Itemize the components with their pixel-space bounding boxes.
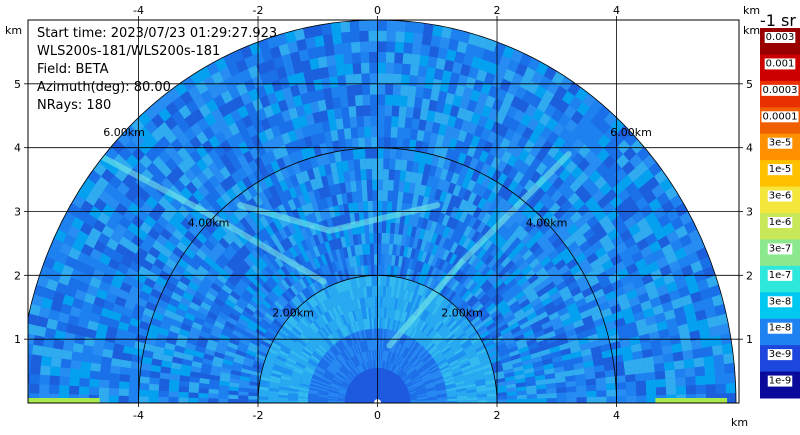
colorbar-tick-label: 1e-7 (769, 270, 792, 281)
axis-unit-label: km (731, 416, 748, 429)
range-ring (257, 275, 498, 403)
y-tick-label-left: 3 (14, 206, 21, 219)
range-ring-label: 6.00km (610, 126, 652, 139)
colorbar-tick-label: 1e-9 (769, 376, 792, 387)
start-time-label: Start time: 2023/07/23 01:29:27.923 (37, 26, 278, 41)
axis-unit-label: km (743, 24, 760, 37)
axes: -4 -4 -2 -2 0 0 2 2 4 4 1 1 2 2 3 3 4 4 5 5 km km km km (5, 4, 760, 429)
y-tick-label-right: 5 (746, 78, 753, 91)
range-ring-label: 4.00km (526, 216, 568, 229)
colorbar-tick-box (767, 322, 793, 334)
range-ring (28, 20, 737, 403)
y-tick-label-right: 2 (746, 269, 753, 282)
x-tick-label-bottom: -2 (253, 409, 264, 422)
colorbar-tick-box (764, 32, 796, 43)
instrument-label: WLS200s-181/WLS200s-181 (37, 44, 221, 59)
x-tick-label-top: -2 (253, 4, 264, 17)
colorbar-tick-label: 1e-5 (769, 164, 792, 175)
nrays-label: NRays: 180 (37, 98, 112, 113)
range-ring-label: 2.00km (272, 307, 314, 320)
y-tick-label-left: 1 (14, 333, 21, 346)
azimuth-label: Azimuth(deg): 80.00 (37, 80, 171, 95)
x-tick-label-top: -4 (133, 4, 144, 17)
x-tick-label-top: 0 (374, 4, 381, 17)
colorbar-tick-label: 0.001 (766, 58, 795, 69)
colorbar-tick-label: 3e-9 (769, 349, 792, 360)
colorbar-tick-label: 3e-6 (769, 191, 792, 202)
colorbar-tick-label: 0.0003 (763, 85, 798, 96)
field-label: Field: BETA (37, 62, 109, 77)
colorbar: 0.003 0.001 0.0003 0.0001 3e-5 1e-5 3e-6 1e-6 3e… (760, 11, 800, 399)
axis-unit-label: km (5, 24, 22, 37)
colorbar-tick-label: 3e-7 (769, 243, 792, 254)
y-tick-label-right: 1 (746, 333, 753, 346)
x-tick-label-top: 2 (494, 4, 501, 17)
colorbar-tick-box (767, 269, 793, 281)
colorbar-tick-box (767, 243, 793, 255)
colorbar-tick-box (767, 375, 793, 387)
colorbar-tick-box (767, 190, 793, 202)
y-tick-label-right: 3 (746, 206, 753, 219)
colorbar-tick-label: 1e-8 (769, 323, 792, 334)
colorbar-tick-box (767, 349, 793, 361)
colorbar-tick-box (767, 217, 793, 228)
colorbar-unit-label: -1 sr (760, 11, 796, 30)
colorbar-tick-label: 0.0001 (763, 111, 798, 122)
y-tick-label-left: 4 (14, 142, 21, 155)
colorbar-tick-box (761, 111, 799, 123)
colorbar-tick-box (764, 58, 796, 70)
colorbar-tick-label: 0.003 (766, 32, 795, 43)
y-tick-label-right: 4 (746, 142, 753, 155)
colorbar-tick-box (761, 84, 799, 96)
colorbar-tick-box (767, 296, 793, 308)
y-tick-label-left: 5 (14, 78, 21, 91)
x-tick-label-bottom: 2 (494, 409, 501, 422)
range-ring-label: 6.00km (103, 126, 145, 139)
colorbar-tick-box (767, 164, 793, 176)
colorbar-tick-box (767, 137, 793, 149)
range-ring-labels: 2.00km 2.00km 4.00km 4.00km 6.00km 6.00km (103, 126, 652, 320)
axis-unit-label: km (743, 4, 760, 17)
colorbar-tick-label: 1e-6 (769, 217, 792, 228)
x-tick-label-bottom: -4 (133, 409, 144, 422)
range-ring-label: 2.00km (441, 307, 483, 320)
range-ring-label: 4.00km (188, 216, 230, 229)
x-tick-label-bottom: 4 (613, 409, 620, 422)
x-tick-label-top: 4 (613, 4, 620, 17)
y-tick-label-left: 2 (14, 269, 21, 282)
colorbar-tick-label: 3e-5 (769, 138, 792, 149)
x-tick-label-bottom: 0 (374, 409, 381, 422)
colorbar-tick-label: 3e-8 (769, 296, 792, 307)
